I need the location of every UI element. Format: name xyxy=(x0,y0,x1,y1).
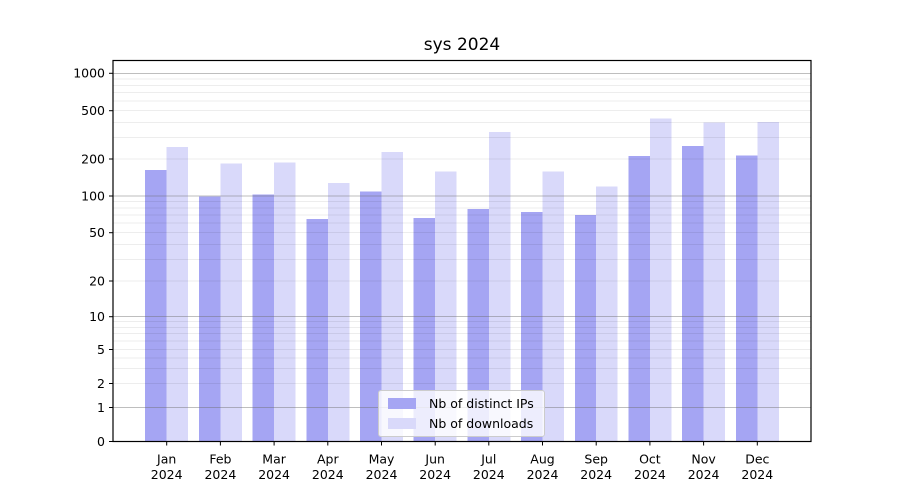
x-tick-label-year: 2024 xyxy=(258,467,290,482)
legend-swatch-distinct-ips xyxy=(388,398,416,409)
x-tick-label-year: 2024 xyxy=(151,467,183,482)
x-tick-label-month: Dec xyxy=(745,452,769,467)
plot-frame xyxy=(112,59,812,443)
bar-downloads-jan xyxy=(166,146,189,442)
bar-ips-sep xyxy=(574,214,597,442)
bar-downloads-jun xyxy=(435,171,457,442)
x-tick-label-year: 2024 xyxy=(688,467,720,482)
bar-ips-may xyxy=(360,191,382,442)
legend-swatch-downloads xyxy=(388,418,416,429)
x-tick-label-year: 2024 xyxy=(580,467,612,482)
bar-downloads-may xyxy=(381,152,403,442)
x-tick-label-month: Aug xyxy=(530,452,554,467)
bar-ips-aug xyxy=(521,211,543,442)
x-tick-label-month: Nov xyxy=(691,452,716,467)
x-tick-label-month: Jul xyxy=(480,452,496,467)
bar-downloads-oct xyxy=(649,118,672,442)
x-tick-label-month: Oct xyxy=(639,452,661,467)
x-tick-label-year: 2024 xyxy=(419,467,451,482)
bar-downloads-aug xyxy=(542,171,564,442)
x-tick-label-month: Apr xyxy=(317,452,339,467)
y-tick-label: 100 xyxy=(81,188,105,203)
y-tick-label: 20 xyxy=(89,273,105,288)
bar-ips-jan xyxy=(145,169,167,442)
legend-label-distinct-ips: Nb of distinct IPs xyxy=(429,396,534,411)
bar-ips-feb xyxy=(198,196,221,442)
x-tick-label-year: 2024 xyxy=(366,467,398,482)
bar-downloads-feb xyxy=(220,163,242,442)
bar-ips-dec xyxy=(735,155,758,442)
y-tick-label: 500 xyxy=(81,103,105,118)
bar-ips-nov xyxy=(682,146,704,442)
legend-item-distinct-ips: Nb of distinct IPs xyxy=(379,396,544,411)
x-tick-label-month: Jan xyxy=(156,452,176,467)
bar-downloads-mar xyxy=(274,162,296,442)
y-tick-label: 0 xyxy=(97,434,105,449)
x-tick-label-year: 2024 xyxy=(741,467,773,482)
y-tick-label: 2 xyxy=(97,376,105,391)
bar-ips-oct xyxy=(628,155,650,442)
legend-item-downloads: Nb of downloads xyxy=(379,416,544,431)
bar-downloads-apr xyxy=(327,183,350,442)
y-tick-label: 10 xyxy=(89,309,105,324)
y-tick-label: 1 xyxy=(97,400,105,415)
x-tick-label-year: 2024 xyxy=(634,467,666,482)
bar-ips-mar xyxy=(252,194,275,442)
bar-downloads-jul xyxy=(488,131,511,442)
x-tick-label-year: 2024 xyxy=(527,467,559,482)
x-tick-label-year: 2024 xyxy=(473,467,505,482)
bar-ips-apr xyxy=(306,218,328,442)
x-tick-label-month: May xyxy=(369,452,395,467)
chart-title: sys 2024 xyxy=(423,35,501,55)
x-tick-label-month: Sep xyxy=(584,452,608,467)
x-tick-label-year: 2024 xyxy=(312,467,344,482)
bar-ips-jul xyxy=(467,209,489,442)
y-tick-label: 50 xyxy=(89,225,105,240)
x-tick-label-year: 2024 xyxy=(204,467,236,482)
legend: Nb of distinct IPs Nb of downloads xyxy=(378,390,545,437)
x-tick-label-month: Jun xyxy=(424,452,445,467)
bar-downloads-nov xyxy=(703,122,726,442)
x-tick-label-month: Feb xyxy=(209,452,231,467)
y-tick-label: 1000 xyxy=(73,66,105,81)
bar-downloads-sep xyxy=(596,186,618,442)
bar-ips-jun xyxy=(413,218,436,442)
legend-label-downloads: Nb of downloads xyxy=(429,416,534,431)
y-tick-label: 200 xyxy=(81,151,105,166)
bar-downloads-dec xyxy=(757,121,779,442)
x-tick-label-month: Mar xyxy=(262,452,286,467)
y-tick-label: 5 xyxy=(97,342,105,357)
